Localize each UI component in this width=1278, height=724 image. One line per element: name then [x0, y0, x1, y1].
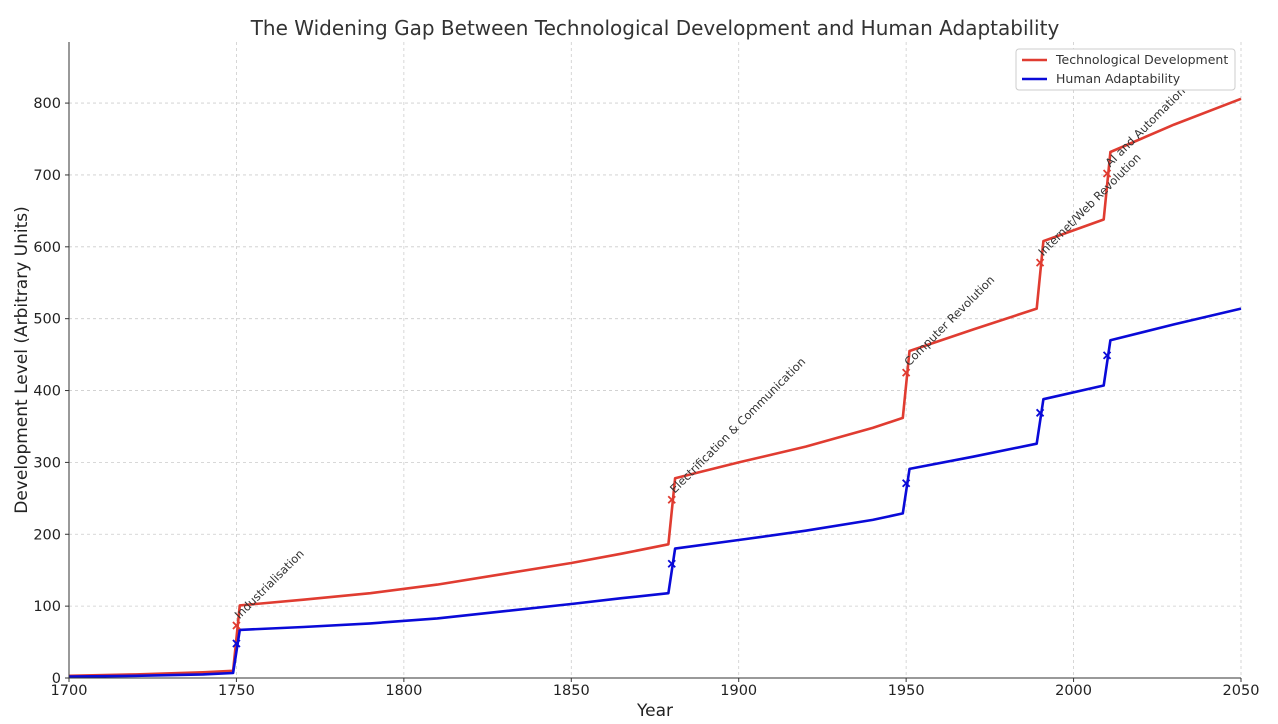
y-axis-label: Development Level (Arbitrary Units) — [12, 206, 32, 514]
y-tick-label: 200 — [33, 527, 61, 543]
legend-entry: Technological Development — [1055, 52, 1228, 67]
event-label: AI and Automation — [1102, 84, 1188, 170]
y-tick-label: 300 — [33, 455, 61, 471]
event-marker-human — [667, 559, 676, 568]
event-marker-human — [902, 479, 911, 488]
event-label: Electrification & Communication — [667, 355, 808, 496]
y-tick-label: 400 — [33, 384, 61, 400]
y-tick-label: 700 — [33, 168, 61, 184]
event-marker-tech — [1035, 258, 1045, 267]
legend-entry: Human Adaptability — [1056, 71, 1181, 86]
series-line-0 — [68, 97, 1242, 678]
x-tick-label: 1900 — [720, 683, 757, 699]
y-tick-label: 0 — [52, 671, 61, 687]
event-label: Industrialisation — [232, 547, 307, 622]
axes — [68, 42, 1241, 679]
y-tick-label: 100 — [33, 599, 61, 615]
x-tick-label: 1850 — [553, 683, 590, 699]
x-tick-label: 1700 — [51, 683, 88, 699]
event-marker-tech — [902, 368, 911, 377]
event-marker-human — [1102, 351, 1112, 360]
event-label: Internet/Web Revolution — [1035, 150, 1143, 258]
y-tick-label: 500 — [33, 312, 61, 328]
x-tick-label: 2050 — [1223, 683, 1260, 699]
chart-title: The Widening Gap Between Technological D… — [250, 16, 1060, 40]
legend: Technological Development Human Adaptabil… — [1015, 48, 1236, 91]
event-marker-tech — [232, 621, 241, 630]
event-annotations: Industrialisation Electrification & Commu… — [232, 84, 1188, 648]
legend-box — [1015, 48, 1236, 91]
y-tick-label: 600 — [33, 240, 61, 256]
axis-ticks: 1700 1750 1800 1850 1900 1950 2000 2050 0 100 200 3… — [33, 96, 1259, 699]
series-line-1 — [68, 307, 1242, 678]
x-tick-label: 1800 — [385, 683, 422, 699]
x-tick-label: 2000 — [1055, 683, 1092, 699]
y-tick-label: 800 — [33, 96, 61, 112]
x-tick-label: 1950 — [888, 683, 925, 699]
event-label: Computer Revolution — [901, 273, 997, 369]
event-marker-tech — [1102, 169, 1112, 178]
series-lines — [68, 97, 1242, 678]
x-axis-label: Year — [636, 701, 673, 721]
event-marker-tech — [667, 495, 676, 504]
grid — [68, 42, 1242, 679]
x-tick-label: 1750 — [218, 683, 255, 699]
event-marker-human — [232, 639, 241, 648]
event-marker-human — [1035, 408, 1045, 417]
